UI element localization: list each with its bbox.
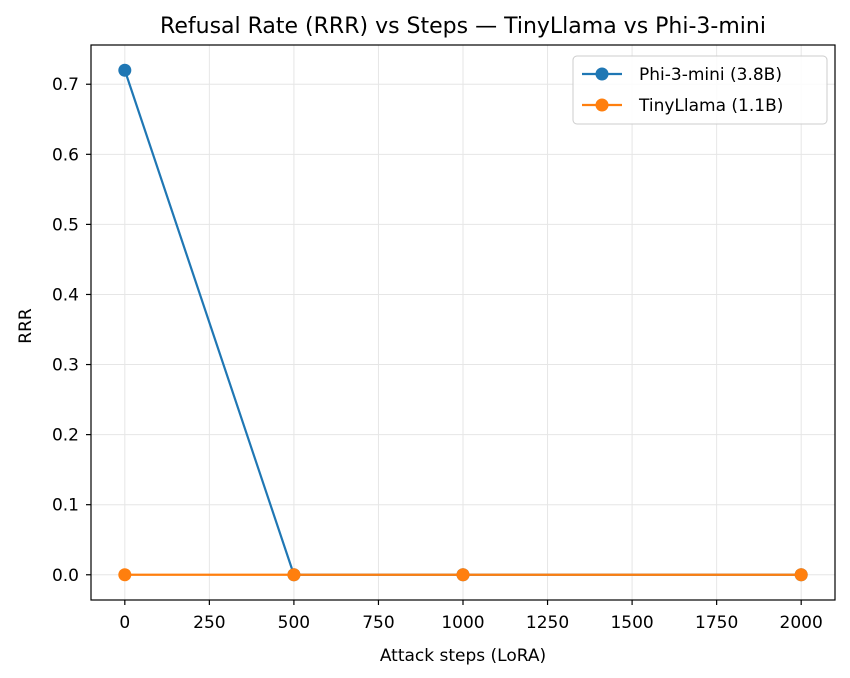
x-tick-label: 750 (362, 613, 394, 633)
legend-box (572, 55, 828, 125)
y-tick-label: 0.3 (52, 356, 79, 376)
data-point (456, 568, 470, 582)
legend-label: TinyLlama (1.1B) (638, 96, 783, 116)
x-tick-label: 1750 (695, 613, 738, 633)
x-tick-label: 500 (278, 613, 310, 633)
x-tick-label: 0 (119, 613, 130, 633)
x-tick-label: 1000 (441, 613, 484, 633)
y-tick-label: 0.2 (52, 426, 79, 446)
series-layer (118, 63, 808, 582)
y-tick-label: 0.1 (52, 496, 79, 516)
data-point (287, 568, 301, 582)
data-point (794, 568, 808, 582)
data-point (118, 568, 132, 582)
x-axis-label: Attack steps (LoRA) (380, 646, 546, 666)
y-tick-label: 0.5 (52, 215, 79, 235)
chart-title: Refusal Rate (RRR) vs Steps — TinyLlama … (160, 14, 766, 39)
legend-marker (595, 98, 609, 112)
y-axis-label: RRR (16, 308, 36, 344)
x-tick-label: 250 (193, 613, 225, 633)
y-tick-label: 0.0 (52, 566, 79, 586)
x-tick-label: 2000 (780, 613, 823, 633)
y-tick-label: 0.6 (52, 145, 79, 165)
y-tick-label: 0.7 (52, 75, 79, 95)
x-tick-label: 1500 (610, 613, 653, 633)
y-tick-label: 0.4 (52, 285, 79, 305)
legend-marker (595, 67, 609, 81)
legend: Phi-3-mini (3.8B) TinyLlama (1.1B) (572, 55, 828, 125)
data-point (118, 63, 132, 77)
ticks: 0 250 500 750 1000 1250 1500 1750 2000 0.0 0.1 0.2 0… (52, 75, 823, 633)
legend-label: Phi-3-mini (3.8B) (639, 65, 782, 85)
x-tick-label: 1250 (526, 613, 569, 633)
